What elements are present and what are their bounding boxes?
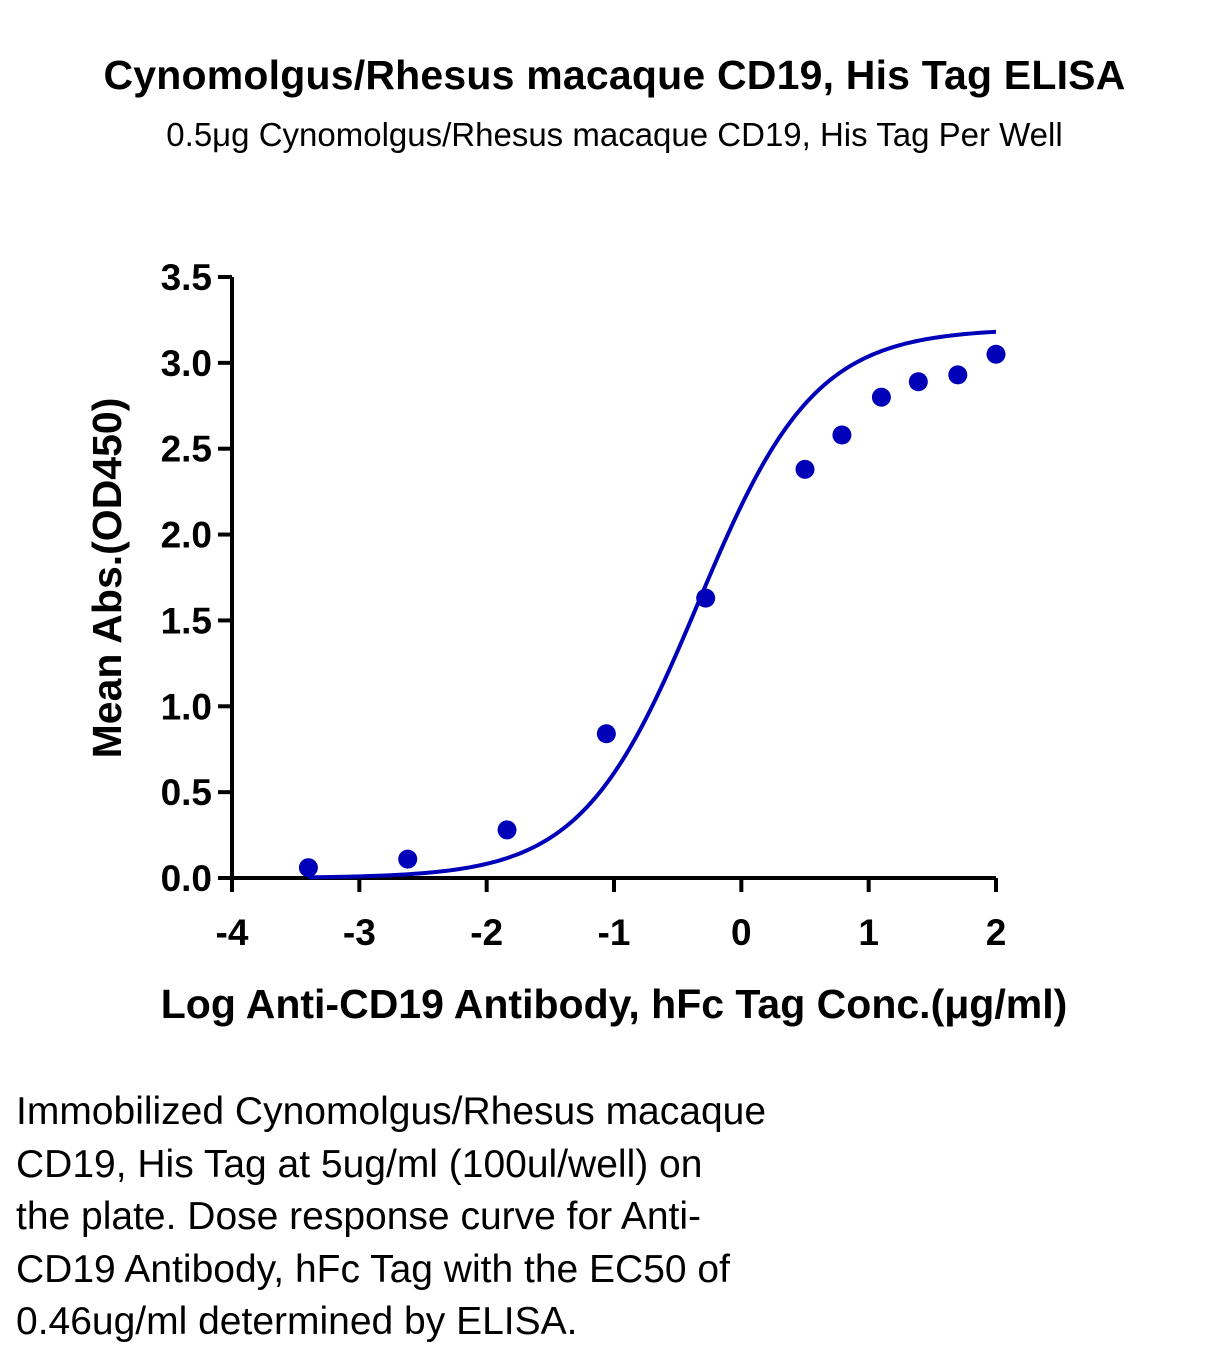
y-axis-label: Mean Abs.(OD450) xyxy=(84,398,130,759)
x-tick-label: -2 xyxy=(470,912,503,953)
data-point xyxy=(596,724,616,744)
data-point xyxy=(986,344,1006,364)
data-point xyxy=(908,372,928,392)
y-tick-label: 1.5 xyxy=(161,600,212,641)
fit-curve-layer xyxy=(308,329,997,880)
x-tick-label: 2 xyxy=(986,912,1007,953)
y-tick-label: 3.0 xyxy=(161,343,212,384)
y-tick-label: 1.0 xyxy=(161,686,212,727)
chart-title: Cynomolgus/Rhesus macaque CD19, His Tag … xyxy=(103,52,1126,98)
y-tick-label: 0.5 xyxy=(161,772,212,813)
data-points xyxy=(298,344,1006,878)
data-point xyxy=(398,849,418,869)
data-point xyxy=(948,365,968,385)
data-point xyxy=(871,387,891,407)
elisa-plot: 0.0 0.5 1.0 1.5 2.0 2.5 3.0 3.5 -4 -3 -2 -1 0 1 2 Mean… xyxy=(84,257,1068,1027)
ticks: 0.0 0.5 1.0 1.5 2.0 2.5 3.0 3.5 -4 -3 -2 -1 0 1 2 xyxy=(161,257,1007,953)
data-point xyxy=(832,425,852,445)
chart-subtitle: 0.5μg Cynomolgus/Rhesus macaque CD19, Hi… xyxy=(166,116,1063,153)
x-tick-label: -3 xyxy=(343,912,376,953)
data-point xyxy=(696,588,716,608)
fit-curve xyxy=(308,329,997,880)
x-tick-label: -4 xyxy=(216,912,249,953)
x-tick-label: 1 xyxy=(858,912,879,953)
data-point xyxy=(795,459,815,479)
data-point xyxy=(497,820,517,840)
y-tick-label: 2.0 xyxy=(161,515,212,556)
figure-caption: Immobilized Cynomolgus/Rhesus macaque CD… xyxy=(16,1090,767,1343)
x-tick-label: 0 xyxy=(731,912,752,953)
data-point xyxy=(298,858,318,878)
x-axis-label: Log Anti-CD19 Antibody, hFc Tag Conc.(μg… xyxy=(161,981,1068,1027)
y-tick-label: 2.5 xyxy=(161,429,212,470)
y-tick-label: 0.0 xyxy=(161,858,212,899)
y-tick-label: 3.5 xyxy=(161,257,212,298)
axes xyxy=(230,277,996,880)
x-tick-label: -1 xyxy=(598,912,631,953)
